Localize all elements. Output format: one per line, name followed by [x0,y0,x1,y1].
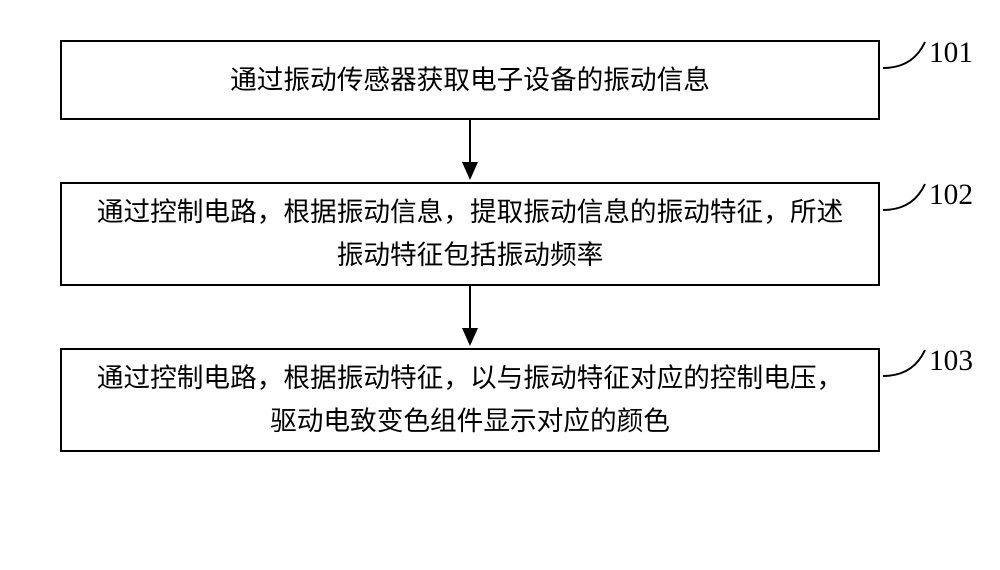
step-3-text: 通过控制电路，根据振动特征，以与振动特征对应的控制电压，驱动电致变色组件显示对应… [92,357,848,442]
step-2-label: 102 [929,172,973,219]
step-2-text: 通过控制电路，根据振动信息，提取振动信息的振动特征，所述振动特征包括振动频率 [92,191,848,276]
flow-step-2: 102 通过控制电路，根据振动信息，提取振动信息的振动特征，所述振动特征包括振动… [60,182,880,286]
callout-arc-3 [883,348,933,378]
arrow-2-3 [60,286,880,348]
step-1-label: 101 [929,30,973,77]
flowchart-container: 101 通过振动传感器获取电子设备的振动信息 102 通过控制电路，根据振动信息… [60,40,880,452]
flow-step-1: 101 通过振动传感器获取电子设备的振动信息 [60,40,880,120]
arrow-1-2 [60,120,880,182]
step-1-text: 通过振动传感器获取电子设备的振动信息 [92,59,848,102]
callout-arc-1 [883,40,933,70]
flow-step-3: 103 通过控制电路，根据振动特征，以与振动特征对应的控制电压，驱动电致变色组件… [60,348,880,452]
step-3-label: 103 [929,338,973,385]
callout-arc-2 [883,182,933,212]
